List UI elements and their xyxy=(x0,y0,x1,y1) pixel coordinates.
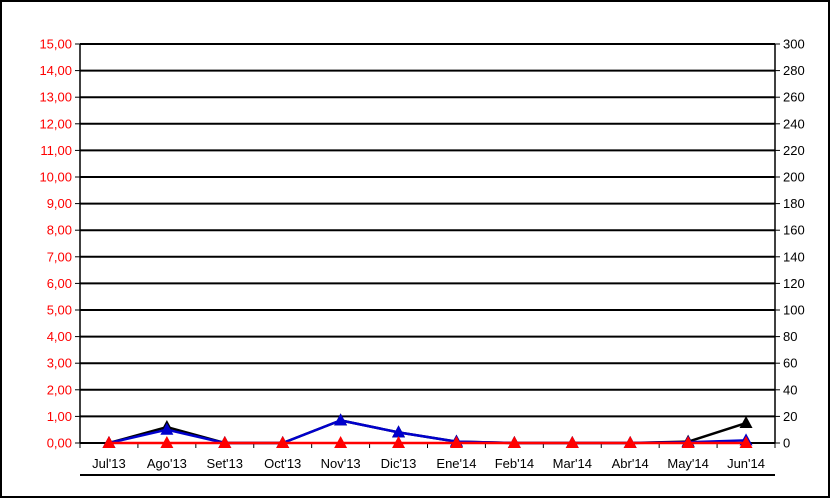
right-axis-tick-label: 180 xyxy=(783,196,805,211)
data-point-marker xyxy=(739,416,753,429)
left-axis-tick-label: 10,00 xyxy=(39,170,72,185)
left-axis-tick-label: 13,00 xyxy=(39,90,72,105)
series-line xyxy=(108,419,747,445)
left-axis-tick-label: 3,00 xyxy=(47,356,72,371)
left-axis-tick-label: 14,00 xyxy=(39,63,72,78)
left-axis-tick-label: 8,00 xyxy=(47,223,72,238)
right-axis-tick-label: 220 xyxy=(783,143,805,158)
left-axis-tick-label: 15,00 xyxy=(39,37,72,52)
data-point-marker xyxy=(160,436,174,448)
left-axis-tick-label: 11,00 xyxy=(40,143,72,158)
data-point-marker xyxy=(102,436,116,448)
data-point-marker xyxy=(739,436,753,448)
data-point-marker xyxy=(160,422,174,435)
left-axis-tick-label: 5,00 xyxy=(47,303,72,318)
data-point-marker xyxy=(507,436,521,448)
left-axis-tick-label: 0,00 xyxy=(47,436,72,451)
x-axis-tick-label: Oct'13 xyxy=(264,456,301,471)
left-axis-tick-label: 6,00 xyxy=(47,276,72,291)
left-axis-tick-label: 9,00 xyxy=(47,196,72,211)
left-axis-tick-label: 1,00 xyxy=(47,409,72,424)
gridlines xyxy=(80,43,775,444)
right-axis-tick-label: 20 xyxy=(783,409,797,424)
data-point-marker xyxy=(392,425,406,438)
tick-labels: 0,00 0 1,00 20 2,00 40 3,00 60 4,00 80 5,00 100 6,00… xyxy=(39,37,804,472)
data-point-marker xyxy=(449,436,463,448)
data-point-marker xyxy=(334,436,348,448)
left-axis-tick-label: 2,00 xyxy=(47,382,72,397)
axes xyxy=(75,43,780,476)
x-axis-tick-label: Feb'14 xyxy=(495,456,534,471)
x-axis-tick-label: Jun'14 xyxy=(727,456,765,471)
right-axis-tick-label: 40 xyxy=(783,382,797,397)
x-axis-tick-label: Set'13 xyxy=(207,456,243,471)
right-axis-tick-label: 100 xyxy=(783,303,805,318)
left-axis-tick-label: 4,00 xyxy=(47,329,72,344)
data-point-marker xyxy=(623,436,637,448)
x-axis-tick-label: Dic'13 xyxy=(381,456,417,471)
left-axis-tick-label: 7,00 xyxy=(47,249,72,264)
left-axis-tick-label: 12,00 xyxy=(39,116,72,131)
data-point-marker xyxy=(218,436,232,448)
right-axis-tick-label: 60 xyxy=(783,356,797,371)
right-axis-tick-label: 300 xyxy=(783,37,805,52)
data-point-marker xyxy=(565,436,579,448)
right-axis-tick-label: 240 xyxy=(783,116,805,131)
right-axis-tick-label: 80 xyxy=(783,329,797,344)
right-axis-tick-label: 160 xyxy=(783,223,805,238)
x-axis-tick-label: Ene'14 xyxy=(436,456,476,471)
series xyxy=(102,413,753,448)
data-point-marker xyxy=(392,436,406,448)
right-axis-tick-label: 140 xyxy=(783,249,805,264)
right-axis-tick-label: 260 xyxy=(783,90,805,105)
x-axis-tick-label: Mar'14 xyxy=(553,456,592,471)
x-axis-tick-label: Nov'13 xyxy=(321,456,361,471)
right-axis-tick-label: 200 xyxy=(783,170,805,185)
data-point-marker xyxy=(681,436,695,448)
data-point-marker xyxy=(334,413,348,426)
right-axis-tick-label: 120 xyxy=(783,276,805,291)
data-point-marker xyxy=(276,436,290,448)
x-axis-tick-label: Ago'13 xyxy=(147,456,187,471)
right-axis-tick-label: 0 xyxy=(783,436,790,451)
x-axis-tick-label: Jul'13 xyxy=(92,456,126,471)
x-axis-tick-label: May'14 xyxy=(667,456,709,471)
x-axis-tick-label: Abr'14 xyxy=(612,456,649,471)
right-axis-tick-label: 280 xyxy=(783,63,805,78)
